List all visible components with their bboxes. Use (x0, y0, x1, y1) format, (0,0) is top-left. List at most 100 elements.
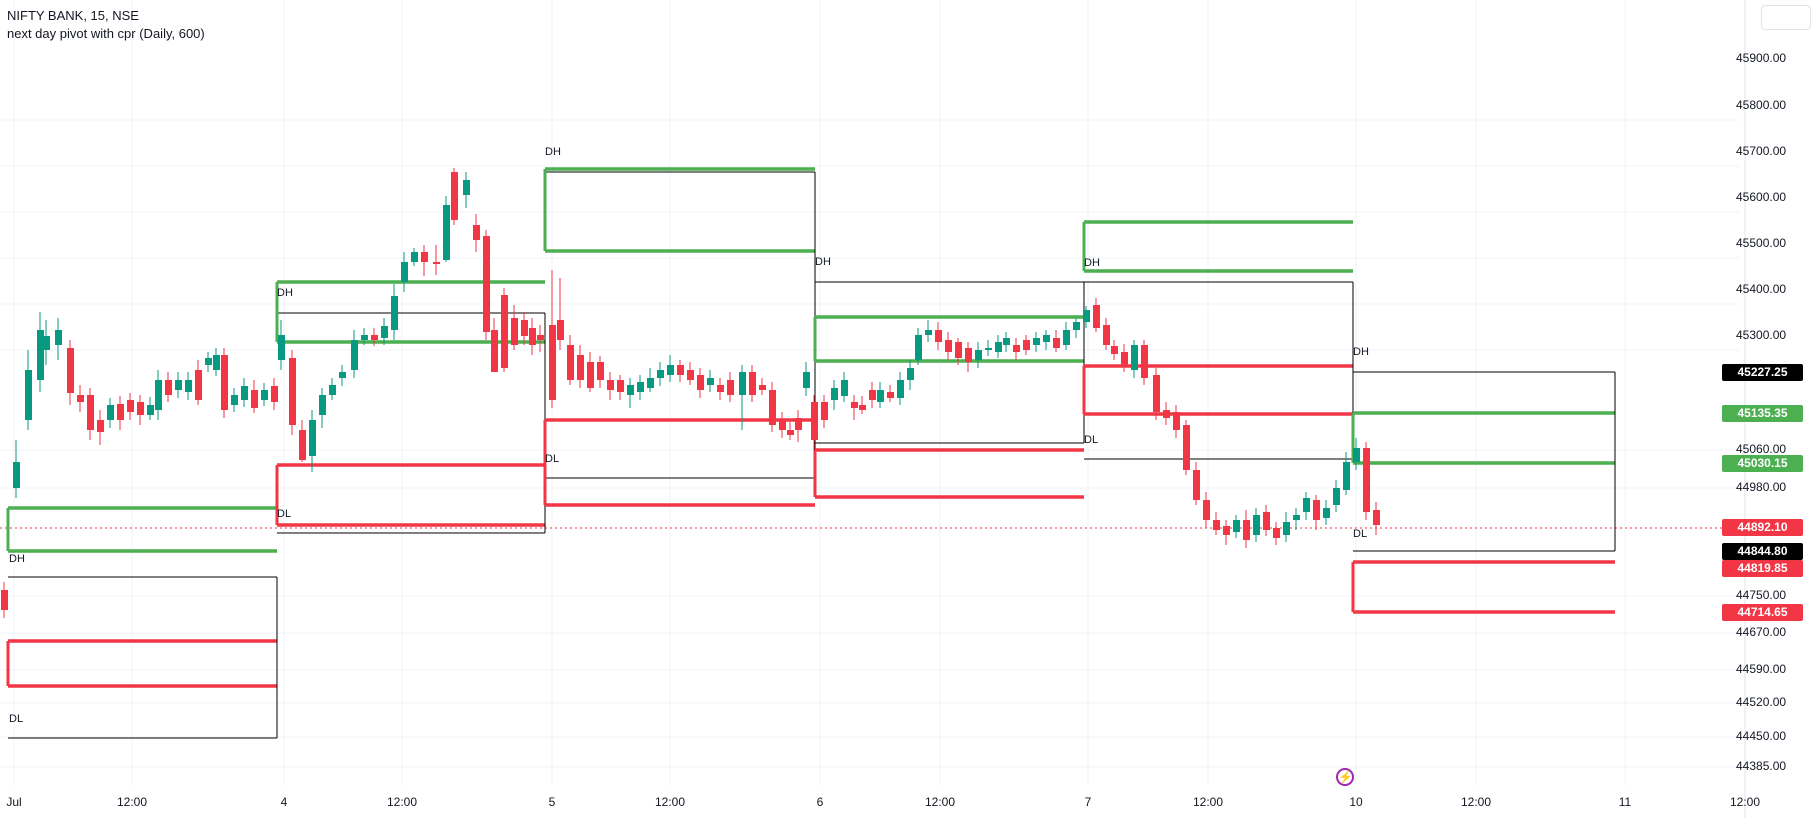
candle-down (421, 252, 428, 262)
candle-down (511, 318, 518, 345)
y-tick: 44520.00 (1736, 695, 1787, 709)
candle-up (803, 372, 810, 388)
candle-up (319, 395, 326, 415)
candle-up (185, 380, 192, 392)
y-tick: 45400.00 (1736, 282, 1787, 296)
dh-mark: DH (545, 146, 561, 158)
candle-down (617, 380, 624, 392)
candle-down (1023, 340, 1030, 350)
y-tick: 44670.00 (1736, 625, 1787, 639)
symbol-title: NIFTY BANK, 15, NSE (7, 8, 139, 23)
candle-up (309, 420, 316, 456)
candle-up (1323, 508, 1330, 518)
candle-up (1033, 338, 1040, 345)
candle-down (521, 320, 528, 336)
candle-up (907, 368, 914, 380)
candle-down (769, 390, 776, 425)
candle-up (463, 180, 470, 195)
candle-up (1233, 520, 1240, 532)
candle-down (851, 402, 858, 408)
candle-up (1253, 515, 1260, 535)
dl-mark: DL (1353, 528, 1368, 540)
candle-down (1373, 510, 1380, 525)
candle-down (1111, 346, 1118, 354)
candle-down (529, 328, 536, 345)
candle-down (195, 370, 202, 400)
candle-up (995, 342, 1002, 352)
candle-down (759, 385, 766, 390)
candle-up (1283, 522, 1290, 535)
candle-down (869, 390, 876, 400)
price-badge-dl: 44844.80 (1722, 543, 1803, 560)
x-tick: 12:00 (1192, 795, 1224, 809)
candle-up (175, 380, 182, 390)
candle-down (1273, 528, 1280, 538)
x-tick: 12:00 (386, 795, 418, 809)
candle-down (1193, 470, 1200, 500)
candle-up (241, 386, 248, 400)
candle-up (107, 405, 114, 420)
candle-up (657, 370, 664, 378)
price-badge-red-1: 44819.85 (1722, 560, 1803, 577)
candle-up (147, 405, 154, 415)
candle-down (779, 420, 786, 430)
candle-up (1043, 335, 1050, 342)
candle-up (1003, 338, 1010, 345)
y-tick: 45060.00 (1736, 442, 1787, 456)
candle-up (361, 335, 368, 340)
candle-down (87, 395, 94, 430)
y-tick: 45500.00 (1736, 236, 1787, 250)
candle-up (925, 330, 932, 335)
candle-down (127, 400, 134, 412)
candle-down (1093, 305, 1100, 328)
candle-up (1333, 488, 1340, 505)
candle-down (165, 380, 172, 395)
x-tick: 11 (1618, 795, 1632, 809)
candle-down (717, 385, 724, 392)
candle-up (831, 388, 838, 400)
y-tick: 44590.00 (1736, 662, 1787, 676)
candle-up (13, 462, 20, 488)
x-tick: 7 (1084, 795, 1092, 809)
x-tick: 12:00 (924, 795, 956, 809)
candle-down (1183, 425, 1190, 470)
candle-up (1063, 330, 1070, 345)
candle-up (443, 205, 450, 260)
candle-down (587, 362, 594, 388)
lightning-icon[interactable]: ⚡ (1336, 768, 1354, 786)
dl-mark: DL (545, 453, 560, 465)
candle-down (1243, 520, 1250, 540)
candle-up (401, 262, 408, 282)
candle-down (607, 380, 614, 390)
chart-settings-box[interactable] (1761, 5, 1811, 30)
candle-up (391, 296, 398, 330)
candle-down (787, 430, 794, 435)
candle-down (433, 262, 440, 264)
candle-down (251, 390, 258, 408)
dh-mark: DH (1353, 346, 1369, 358)
candle-up (25, 370, 32, 420)
candle-down (117, 404, 124, 420)
x-tick: 12:00 (654, 795, 686, 809)
price-badge-green-1: 45135.35 (1722, 405, 1803, 422)
candle-down (1173, 412, 1180, 430)
price-badge-red-2: 44714.65 (1722, 604, 1803, 621)
candle-up (261, 390, 268, 400)
candle-up (627, 385, 634, 395)
candle-down (859, 405, 866, 410)
x-tick: 5 (548, 795, 556, 809)
candle-down (221, 355, 228, 410)
candle-down (371, 335, 378, 340)
candle-down (1203, 500, 1210, 520)
x-tick: 6 (816, 795, 824, 809)
candle-down (1053, 338, 1060, 348)
candle-down (1103, 325, 1110, 345)
candle-up (43, 336, 50, 350)
candle-down (955, 342, 962, 358)
candle-down (965, 348, 972, 362)
candle-up (975, 350, 982, 360)
candle-down (491, 330, 498, 372)
candle-up (739, 372, 746, 395)
candle-up (1303, 498, 1310, 512)
